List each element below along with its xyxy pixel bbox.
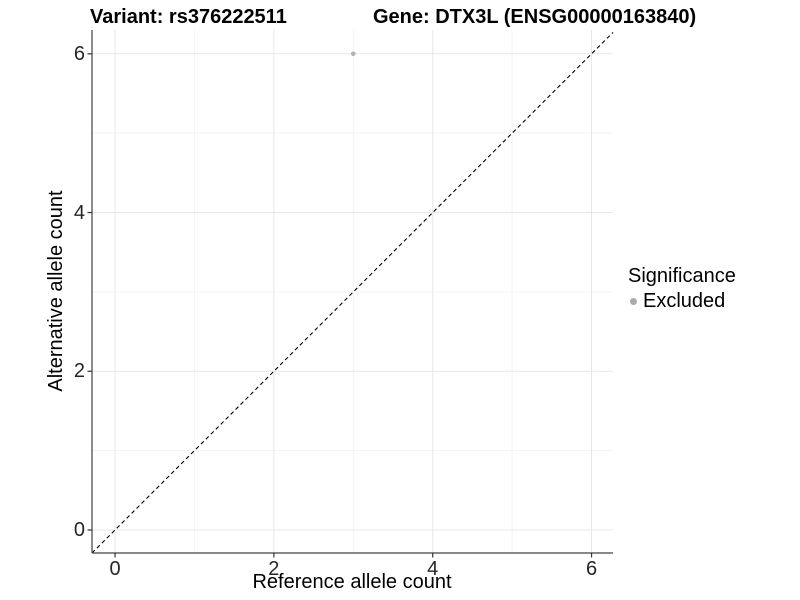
y-tick-label: 6 bbox=[73, 42, 85, 65]
legend-item-label: Excluded bbox=[643, 290, 726, 312]
x-tick-label: 0 bbox=[109, 558, 121, 580]
legend: Significance Excluded bbox=[628, 264, 736, 312]
data-point bbox=[350, 51, 356, 57]
legend-point-icon bbox=[630, 297, 637, 305]
x-tick-label: 2 bbox=[268, 558, 280, 580]
x-axis-title: Reference allele count bbox=[252, 571, 452, 593]
x-tick-label: 4 bbox=[427, 558, 439, 580]
y-axis-title: Alternative allele count bbox=[45, 190, 67, 392]
y-tick-label: 4 bbox=[73, 201, 85, 224]
plot-title-gene: Gene: DTX3L (ENSG00000163840) bbox=[373, 6, 697, 28]
legend-item-excluded: Excluded bbox=[628, 290, 736, 312]
identity-reference-line bbox=[91, 31, 614, 554]
x-tick-label: 6 bbox=[585, 558, 598, 580]
y-tick-label: 0 bbox=[73, 518, 85, 541]
plot-title-variant: Variant: rs376222511 bbox=[90, 6, 287, 28]
legend-title: Significance bbox=[628, 265, 736, 287]
y-tick-label: 2 bbox=[73, 360, 85, 383]
